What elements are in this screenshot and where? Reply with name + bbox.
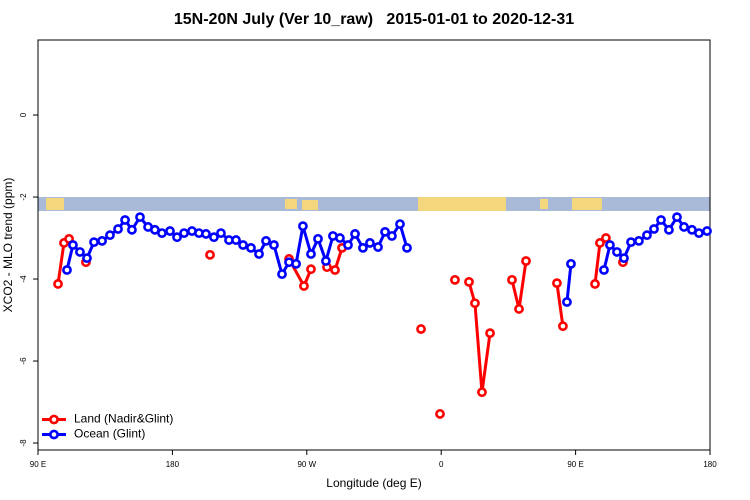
data-point [343,240,353,250]
data-point [205,249,215,260]
data-point [291,258,301,269]
data-point [562,297,572,307]
data-point [599,265,609,275]
data-point [402,242,412,253]
data-point [201,229,211,239]
data-point [321,256,331,266]
data-point [172,232,182,243]
data-point [89,237,99,248]
data-point [601,233,611,243]
y-axis-label: XCO2 - MLO trend (ppm) [1,178,15,313]
data-point [306,264,316,275]
x-tick-label: 0 [439,460,444,469]
data-point [642,230,652,241]
data-point [649,224,659,234]
data-point [350,229,360,239]
data-point [135,212,145,223]
data-point [97,235,107,246]
data-point [634,235,644,246]
data-point [82,253,92,264]
data-point [485,328,495,339]
data-point [514,304,524,314]
data-point [590,279,600,289]
data-point [373,242,383,252]
data-point [702,226,712,236]
chart-title: 15N-20N July (Ver 10_raw) 2015-01-01 to … [174,11,574,28]
data-point [68,240,78,250]
data-point [358,242,368,253]
data-point [619,253,629,264]
x-tick-label: 180 [166,460,180,469]
data-point [679,222,689,232]
x-tick-label: 90 W [297,460,316,469]
data-point [672,212,682,223]
data-point [694,228,704,239]
data-point [53,279,63,289]
x-axis-label: Longitude (deg E) [326,476,421,490]
data-point [179,228,189,239]
data-point [330,265,340,275]
legend-marker [49,429,59,440]
data-point [277,269,287,280]
data-point [395,219,405,229]
data-point [313,233,323,244]
data-point [464,276,474,287]
data-point [612,247,622,257]
legend-marker [49,414,59,425]
data-point [298,221,308,232]
data-point [605,240,615,250]
data-point [157,228,167,239]
data-point [387,231,397,241]
data-point [306,249,316,259]
data-point [365,238,375,248]
data-point [238,240,248,250]
data-point [105,230,115,241]
data-point [127,224,137,235]
x-tick-label: 180 [703,460,717,469]
data-point [507,274,517,285]
x-tick-label: 90 E [30,460,46,469]
data-point [254,249,264,259]
y-tick-label: -6 [19,357,28,365]
data-point [664,224,674,235]
data-point [335,233,345,243]
data-point [656,215,666,225]
data-point [626,237,636,248]
data-point [209,232,219,243]
data-point [246,242,256,253]
data-point [477,387,487,398]
data-point [231,235,241,245]
data-point [380,226,390,237]
data-point [261,235,271,246]
y-tick-label: -4 [19,275,28,283]
data-point [558,321,568,332]
x-tick-label: 90 E [567,460,583,469]
data-point [269,240,279,250]
data-point [299,281,309,291]
data-point [552,278,562,289]
data-point [113,224,123,234]
y-tick-label: -2 [19,193,28,201]
data-point [595,238,605,248]
data-point [120,215,130,225]
map-strip [38,197,710,211]
legend-label: Ocean (Glint) [74,427,145,441]
data-point [435,409,445,419]
data-point [75,247,85,257]
legend-label: Land (Nadir&Glint) [74,412,173,426]
data-point [450,274,460,285]
series-line [58,238,623,392]
data-point [416,324,426,334]
data-point [165,226,175,236]
data-point [62,265,72,275]
data-point [566,258,576,269]
y-tick-label: 0 [19,112,28,117]
data-point [216,228,226,239]
data-point [521,256,531,266]
plot-frame [37,39,711,451]
y-tick-label: -8 [19,439,28,447]
data-point [470,298,480,309]
